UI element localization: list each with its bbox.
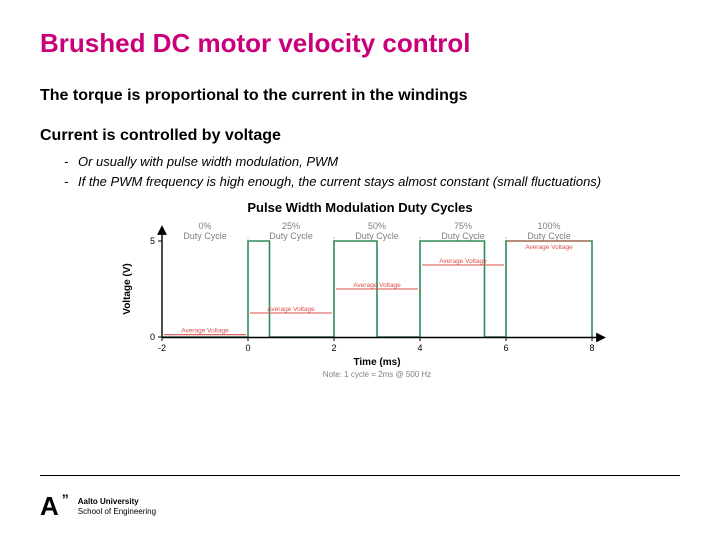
svg-text:Average Voltage: Average Voltage bbox=[181, 328, 229, 335]
svg-text:4: 4 bbox=[417, 343, 422, 353]
svg-text:Note: 1 cycle = 2ms @ 500 Hz: Note: 1 cycle = 2ms @ 500 Hz bbox=[323, 370, 431, 379]
svg-text:Duty Cycle: Duty Cycle bbox=[183, 231, 227, 241]
svg-text:Average Voltage: Average Voltage bbox=[525, 244, 573, 251]
svg-text:50%: 50% bbox=[368, 221, 386, 231]
svg-text:6: 6 bbox=[503, 343, 508, 353]
pwm-chart-svg: 0%Duty CycleAverage Voltage25%Duty Cycle… bbox=[100, 219, 620, 379]
svg-text:Duty Cycle: Duty Cycle bbox=[527, 231, 571, 241]
svg-text:0%: 0% bbox=[198, 221, 211, 231]
subheading-torque: The torque is proportional to the curren… bbox=[40, 87, 680, 105]
list-item: - If the PWM frequency is high enough, t… bbox=[64, 173, 680, 191]
svg-text:Average Voltage: Average Voltage bbox=[439, 258, 487, 265]
bullet-dash-icon: - bbox=[64, 153, 78, 171]
svg-text:25%: 25% bbox=[282, 221, 300, 231]
subheading-current: Current is controlled by voltage bbox=[40, 127, 680, 145]
svg-text:0: 0 bbox=[150, 332, 155, 342]
footer: A Aalto University School of Engineering bbox=[40, 491, 156, 522]
svg-text:100%: 100% bbox=[537, 221, 560, 231]
svg-text:Duty Cycle: Duty Cycle bbox=[269, 231, 313, 241]
footer-university: Aalto University bbox=[78, 497, 156, 507]
list-item: - Or usually with pulse width modulation… bbox=[64, 153, 680, 171]
footer-school: School of Engineering bbox=[78, 507, 156, 517]
svg-text:8: 8 bbox=[589, 343, 594, 353]
svg-text:Duty Cycle: Duty Cycle bbox=[355, 231, 399, 241]
bullet-dash-icon: - bbox=[64, 173, 78, 191]
svg-text:2: 2 bbox=[331, 343, 336, 353]
footer-divider bbox=[40, 475, 680, 476]
svg-text:Duty Cycle: Duty Cycle bbox=[441, 231, 485, 241]
svg-text:Average Voltage: Average Voltage bbox=[267, 306, 315, 313]
svg-text:Time (ms): Time (ms) bbox=[353, 357, 400, 368]
bullet-list: - Or usually with pulse width modulation… bbox=[64, 153, 680, 190]
chart-title: Pulse Width Modulation Duty Cycles bbox=[100, 200, 620, 215]
svg-text:Voltage (V): Voltage (V) bbox=[122, 263, 133, 314]
svg-text:75%: 75% bbox=[454, 221, 472, 231]
svg-text:Average Voltage: Average Voltage bbox=[353, 282, 401, 289]
pwm-chart: Pulse Width Modulation Duty Cycles 0%Dut… bbox=[100, 200, 620, 379]
bullet-text: Or usually with pulse width modulation, … bbox=[78, 153, 338, 171]
svg-text:0: 0 bbox=[245, 343, 250, 353]
footer-text: Aalto University School of Engineering bbox=[78, 497, 156, 516]
bullet-text: If the PWM frequency is high enough, the… bbox=[78, 173, 601, 191]
svg-text:-2: -2 bbox=[158, 343, 166, 353]
aalto-logo-icon: A bbox=[40, 491, 58, 522]
page-title: Brushed DC motor velocity control bbox=[40, 28, 680, 59]
svg-text:5: 5 bbox=[150, 236, 155, 246]
